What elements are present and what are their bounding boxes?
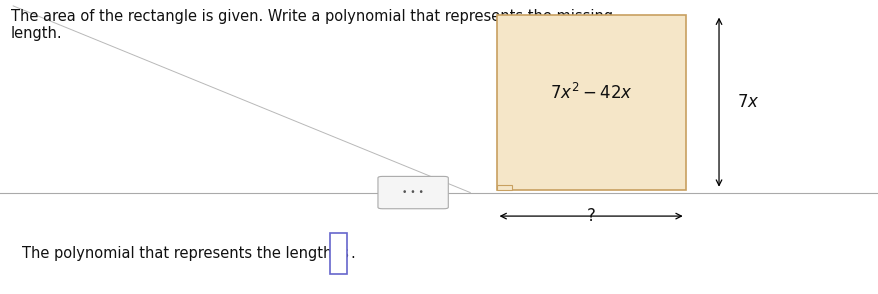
- Text: $7x$: $7x$: [736, 93, 759, 111]
- Text: ?: ?: [586, 207, 595, 225]
- Text: • • •: • • •: [402, 188, 423, 197]
- Bar: [329, 233, 347, 274]
- Text: $7x^2 - 42x$: $7x^2 - 42x$: [549, 83, 632, 103]
- Bar: [496, 185, 512, 190]
- Text: The area of the rectangle is given. Write a polynomial that represents the missi: The area of the rectangle is given. Writ…: [11, 9, 612, 41]
- Bar: [496, 15, 685, 190]
- FancyBboxPatch shape: [378, 176, 448, 209]
- Text: .: .: [350, 246, 355, 261]
- Text: The polynomial that represents the length is: The polynomial that represents the lengt…: [22, 246, 349, 261]
